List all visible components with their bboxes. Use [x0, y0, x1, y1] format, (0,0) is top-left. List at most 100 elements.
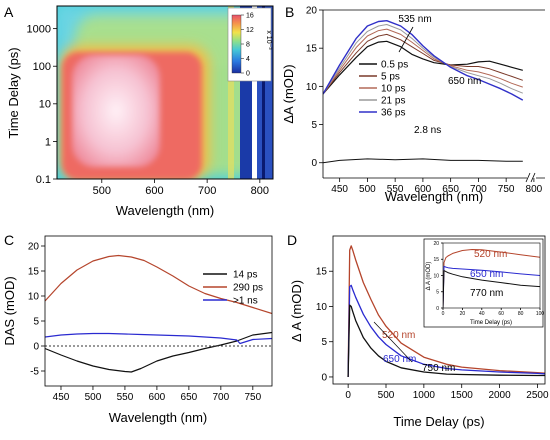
tick-inset-x-label: 20 — [460, 311, 466, 317]
series-line-290-ps — [45, 254, 272, 315]
legend-entry: 5 ps — [381, 72, 400, 83]
legend-entry: 21 ps — [381, 96, 405, 107]
tick-a-y-label: 1000 — [27, 23, 51, 35]
axis-label-y-d: Δ A (mOD) — [289, 280, 304, 342]
tick-d-x-label: 1500 — [451, 390, 474, 401]
axis-label-x-d: Time Delay (ps) — [393, 414, 484, 429]
tick-d-y-label: 0 — [321, 372, 327, 383]
series-line-0-5-ps — [323, 40, 523, 95]
tick-d-x-label: 500 — [378, 390, 395, 401]
series-line-5-ps — [323, 33, 523, 95]
panel-c: C 450 500 550 600 650 700 750 -5 0 5 10 15 20 14 ps 2… — [2, 232, 273, 425]
axes-a: 500 600 700 800 0.1 1 10 100 1000 — [27, 23, 269, 197]
inset-annotation-650nm: 650 nm — [470, 269, 503, 280]
panel-label-b: B — [285, 4, 294, 20]
annotation-520nm-d-main: 520 nm — [382, 330, 415, 341]
tick-b-x-label: 600 — [415, 184, 432, 195]
tick-inset-y-label: 20 — [433, 241, 439, 247]
series-line-10-ps — [323, 28, 523, 95]
annotation-750nm-d: 750 nm — [422, 363, 455, 374]
tick-inset-y-label: 0 — [436, 306, 439, 312]
tick-a-x-label: 500 — [93, 185, 111, 197]
tick-c-x-label: 650 — [181, 392, 198, 403]
series-line--1-ns — [45, 332, 272, 345]
axis-label-x-b: Wavelength (nm) — [385, 189, 484, 204]
colorbar: 0 4 8 12 16 x 10⁻³ — [227, 7, 272, 82]
panel-label-c: C — [4, 232, 14, 248]
series-line-520-nm — [347, 245, 545, 378]
tick-a-y-label: 100 — [33, 61, 51, 73]
tick-c-y-label: 15 — [28, 267, 40, 278]
colorbar-tick-label: 8 — [246, 42, 250, 49]
panel-a: A 500 600 700 800 0.1 1 10 100 1000 0 4 8 12 16 x 10… — [4, 4, 274, 218]
tick-c-y-label: 0 — [33, 342, 39, 353]
tick-c-x-label: 500 — [85, 392, 102, 403]
colorbar-gradient — [231, 14, 242, 74]
tick-d-y-label: 10 — [316, 302, 328, 313]
tick-d-y-label: 15 — [316, 267, 328, 278]
tick-c-y-label: -5 — [30, 367, 39, 378]
series-line-14-ps — [45, 331, 272, 373]
tick-b-x-label: 650 — [442, 184, 459, 195]
tick-d-x-label: 2000 — [488, 390, 511, 401]
tick-inset-y-label: 10 — [433, 273, 439, 279]
tick-c-y-label: 5 — [33, 317, 39, 328]
series-line-750-nm — [347, 304, 545, 378]
colorbar-tick-label: 0 — [246, 71, 250, 78]
tick-inset-x-label: 0 — [442, 311, 445, 317]
tick-b-x-label: 750 — [498, 184, 515, 195]
legend-entry: 10 ps — [381, 84, 405, 95]
tick-inset-y-label: 5 — [436, 290, 439, 296]
tick-b-y-label: 10 — [306, 82, 318, 93]
annotation-650nm: 650 nm — [448, 76, 481, 87]
tick-d-y-label: 5 — [321, 337, 327, 348]
tick-c-y-label: 20 — [28, 242, 40, 253]
tick-a-x-label: 800 — [251, 185, 269, 197]
tick-c-x-label: 600 — [149, 392, 166, 403]
axis-label-x-c: Wavelength (nm) — [109, 410, 208, 425]
annotation-535nm: 535 nm — [398, 14, 431, 25]
axis-label-y-a: Time Delay (ps) — [6, 47, 21, 138]
tick-b-x-label: 500 — [359, 184, 376, 195]
tick-inset-x-label: 60 — [498, 311, 504, 317]
series-line-770-nm — [443, 270, 540, 308]
colorbar-tick-label: 4 — [246, 56, 250, 63]
inset-annotation-770nm: 770 nm — [470, 288, 503, 299]
legend-entry: 14 ps — [233, 270, 257, 281]
legend-entry: 36 ps — [381, 108, 405, 119]
tick-inset-x-label: 40 — [479, 311, 485, 317]
inset-axis-label-y: Δ A (mOD) — [426, 262, 432, 291]
colorbar-tick-label: 16 — [246, 13, 254, 20]
tick-inset-x-label: 100 — [536, 311, 545, 317]
tick-c-x-label: 750 — [244, 392, 261, 403]
inset-d: 0 20 40 60 80 100 0 5 10 15 20 520 nm 650 nm 770 n… — [423, 238, 545, 328]
tick-inset-y-label: 15 — [433, 257, 439, 263]
series-line-2-8-ns — [323, 158, 523, 164]
series-line-520-nm — [443, 249, 540, 308]
annotation-2p8ns: 2.8 ns — [414, 125, 441, 136]
tick-d-x-label: 1000 — [413, 390, 436, 401]
tick-b-y-label: 5 — [311, 120, 317, 131]
axis-label-y-c: DAS (mOD) — [2, 276, 17, 345]
legend-c: 14 ps 290 ps >1 ns — [203, 270, 263, 307]
panel-label-d: D — [287, 232, 297, 248]
tick-inset-x-label: 80 — [518, 311, 524, 317]
tick-b-x-label: 550 — [387, 184, 404, 195]
tick-b-y-label: 15 — [306, 44, 318, 55]
tick-c-x-label: 450 — [53, 392, 70, 403]
tick-d-x-label: 2500 — [526, 390, 549, 401]
series-line-650-nm — [443, 265, 540, 308]
series-line-21-ps — [323, 24, 523, 95]
tick-b-x-label: 450 — [331, 184, 348, 195]
tick-c-x-label: 700 — [213, 392, 230, 403]
axis-label-y-b: ΔA (mOD) — [281, 64, 296, 123]
tick-b-y-label: 20 — [306, 6, 318, 17]
legend-entry: 0.5 ps — [381, 60, 408, 71]
tick-a-y-label: 0.1 — [36, 174, 51, 186]
panel-b: B 450 500 550 600 650 700 750 800 0 5 10 15 20 0.5 p… — [281, 4, 545, 204]
inset-axis-label-x: Time Delay (ps) — [470, 320, 512, 326]
tick-a-x-label: 600 — [145, 185, 163, 197]
